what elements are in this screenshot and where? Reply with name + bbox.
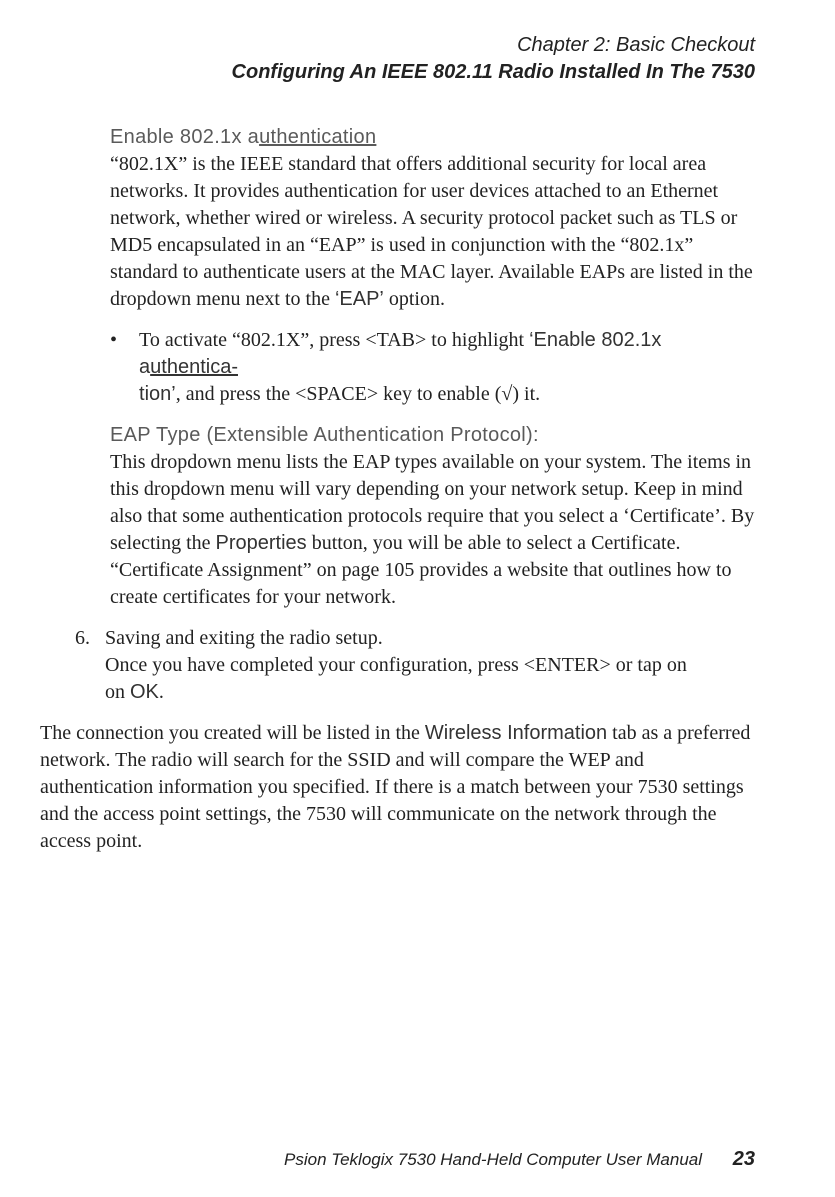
- eap-type-heading: EAP Type (Extensible Authentication Prot…: [110, 422, 755, 449]
- footer-text: Psion Teklogix 7530 Hand-Held Computer U…: [284, 1150, 702, 1169]
- activate-bullet: • To activate “802.1X”, press <TAB> to h…: [110, 327, 755, 408]
- page-header: Chapter 2: Basic Checkout Configuring An…: [40, 32, 755, 86]
- closing-paragraph: The connection you created will be liste…: [40, 720, 755, 855]
- eap-type-body: This dropdown menu lists the EAP types a…: [110, 449, 755, 611]
- step-6-body: Saving and exiting the radio setup. Once…: [105, 625, 755, 706]
- page-content: Enable 802.1x authentication “802.1X” is…: [40, 124, 755, 855]
- section-label: Configuring An IEEE 802.11 Radio Install…: [40, 59, 755, 86]
- chapter-label: Chapter 2: Basic Checkout: [40, 32, 755, 59]
- page-footer: Psion Teklogix 7530 Hand-Held Computer U…: [284, 1148, 755, 1171]
- page-number: 23: [733, 1148, 755, 1170]
- enable-auth-block: Enable 802.1x authentication “802.1X” is…: [110, 124, 755, 313]
- eap-type-block: EAP Type (Extensible Authentication Prot…: [110, 422, 755, 611]
- enable-auth-body: “802.1X” is the IEEE standard that offer…: [110, 151, 755, 313]
- step-6: 6. Saving and exiting the radio setup. O…: [75, 625, 755, 706]
- enable-auth-heading: Enable 802.1x authentication: [110, 124, 755, 151]
- step-6-number: 6.: [75, 625, 90, 706]
- bullet-body: To activate “802.1X”, press <TAB> to hig…: [139, 327, 755, 408]
- bullet-mark: •: [110, 327, 117, 408]
